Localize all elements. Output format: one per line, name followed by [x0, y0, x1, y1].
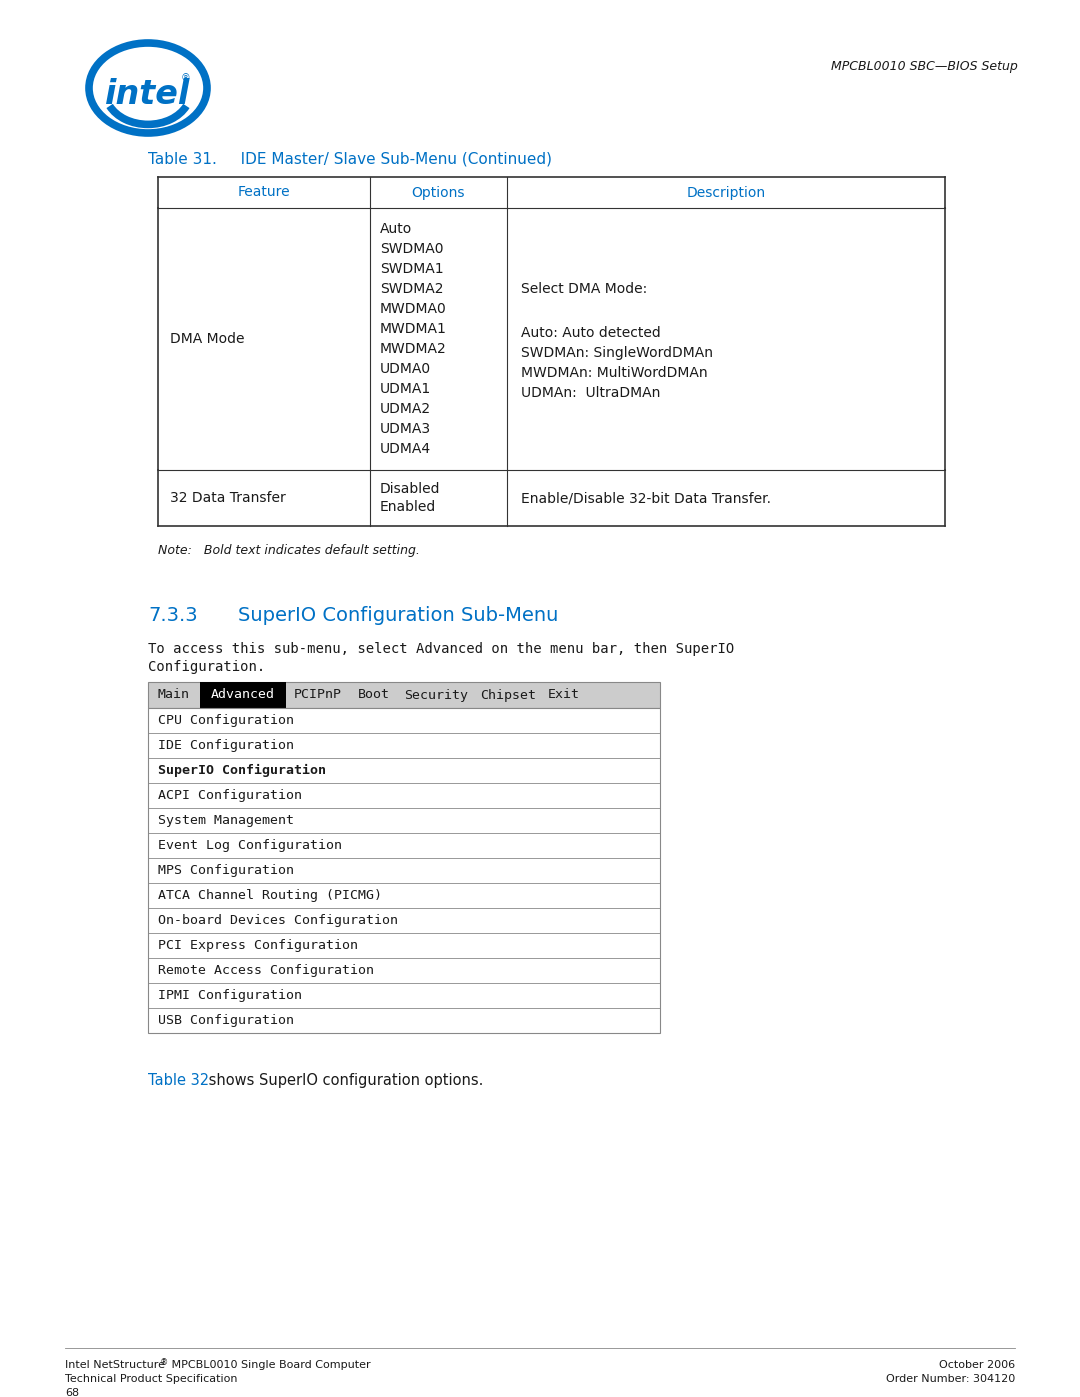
- Text: Description: Description: [687, 186, 766, 200]
- Text: IDE Configuration: IDE Configuration: [158, 739, 294, 752]
- Text: SWDMAn: SingleWordDMAn: SWDMAn: SingleWordDMAn: [521, 346, 713, 360]
- Text: System Management: System Management: [158, 814, 294, 827]
- Text: To access this sub-menu, select Advanced on the menu bar, then SuperIO: To access this sub-menu, select Advanced…: [148, 643, 734, 657]
- Text: MPCBL0010 SBC—BIOS Setup: MPCBL0010 SBC—BIOS Setup: [832, 60, 1018, 73]
- Text: CPU Configuration: CPU Configuration: [158, 714, 294, 726]
- Bar: [148, 682, 660, 708]
- Text: Options: Options: [411, 186, 465, 200]
- Text: MWDMAn: MultiWordDMAn: MWDMAn: MultiWordDMAn: [521, 366, 707, 380]
- Text: SWDMA2: SWDMA2: [380, 282, 444, 296]
- Text: 7.3.3: 7.3.3: [148, 606, 198, 624]
- Text: Exit: Exit: [548, 689, 580, 701]
- Text: ®: ®: [181, 73, 191, 82]
- Text: Technical Product Specification: Technical Product Specification: [65, 1375, 238, 1384]
- Text: UDMA1: UDMA1: [380, 381, 431, 395]
- Text: Table 31.: Table 31.: [148, 152, 217, 168]
- Text: intel: intel: [106, 77, 191, 110]
- Text: Select DMA Mode:: Select DMA Mode:: [521, 282, 647, 296]
- Text: ATCA Channel Routing (PICMG): ATCA Channel Routing (PICMG): [158, 888, 382, 902]
- Text: Boot: Boot: [357, 689, 390, 701]
- Text: Auto: Auto detected: Auto: Auto detected: [521, 326, 661, 339]
- Text: SWDMA0: SWDMA0: [380, 242, 444, 256]
- Text: Table 32: Table 32: [148, 1073, 210, 1088]
- Text: ACPI Configuration: ACPI Configuration: [158, 789, 302, 802]
- Text: Advanced: Advanced: [211, 689, 275, 701]
- Text: MWDMA2: MWDMA2: [380, 342, 447, 356]
- Text: USB Configuration: USB Configuration: [158, 1014, 294, 1027]
- Text: UDMA2: UDMA2: [380, 402, 431, 416]
- Text: Enable/Disable 32-bit Data Transfer.: Enable/Disable 32-bit Data Transfer.: [521, 490, 771, 504]
- Text: MPS Configuration: MPS Configuration: [158, 863, 294, 877]
- Text: UDMA0: UDMA0: [380, 362, 431, 376]
- Bar: [148, 708, 660, 1032]
- Text: Feature: Feature: [238, 186, 291, 200]
- Text: Security: Security: [404, 689, 468, 701]
- Text: Remote Access Configuration: Remote Access Configuration: [158, 964, 374, 977]
- Bar: [200, 682, 286, 708]
- Text: PCI Express Configuration: PCI Express Configuration: [158, 939, 357, 951]
- Text: SWDMA1: SWDMA1: [380, 263, 444, 277]
- Text: UDMA4: UDMA4: [380, 441, 431, 455]
- Text: 32 Data Transfer: 32 Data Transfer: [170, 490, 286, 504]
- Text: DMA Mode: DMA Mode: [170, 332, 244, 346]
- Text: PCIPnP: PCIPnP: [294, 689, 342, 701]
- Text: Main: Main: [158, 689, 190, 701]
- Text: October 2006: October 2006: [939, 1361, 1015, 1370]
- Text: Event Log Configuration: Event Log Configuration: [158, 840, 342, 852]
- Text: On-board Devices Configuration: On-board Devices Configuration: [158, 914, 399, 928]
- Text: ®: ®: [160, 1358, 168, 1368]
- Text: IDE Master/ Slave Sub-Menu (Continued): IDE Master/ Slave Sub-Menu (Continued): [226, 152, 552, 168]
- Text: Order Number: 304120: Order Number: 304120: [886, 1375, 1015, 1384]
- Text: SuperIO Configuration: SuperIO Configuration: [158, 764, 326, 777]
- Text: UDMA3: UDMA3: [380, 422, 431, 436]
- Text: Intel NetStructure: Intel NetStructure: [65, 1361, 165, 1370]
- Text: Enabled: Enabled: [380, 500, 436, 514]
- Text: MWDMA0: MWDMA0: [380, 302, 447, 316]
- Text: Note:   Bold text indicates default setting.: Note: Bold text indicates default settin…: [158, 543, 420, 557]
- Text: SuperIO Configuration Sub-Menu: SuperIO Configuration Sub-Menu: [238, 606, 558, 624]
- Text: IPMI Configuration: IPMI Configuration: [158, 989, 302, 1002]
- Text: Configuration.: Configuration.: [148, 659, 266, 673]
- Text: Chipset: Chipset: [480, 689, 536, 701]
- Text: shows SuperIO configuration options.: shows SuperIO configuration options.: [204, 1073, 484, 1088]
- Text: Disabled: Disabled: [380, 482, 441, 496]
- Text: UDMAn:  UltraDMAn: UDMAn: UltraDMAn: [521, 386, 660, 400]
- Text: MWDMA1: MWDMA1: [380, 321, 447, 337]
- Text: 68: 68: [65, 1389, 79, 1397]
- Text: Auto: Auto: [380, 222, 413, 236]
- Text: MPCBL0010 Single Board Computer: MPCBL0010 Single Board Computer: [168, 1361, 370, 1370]
